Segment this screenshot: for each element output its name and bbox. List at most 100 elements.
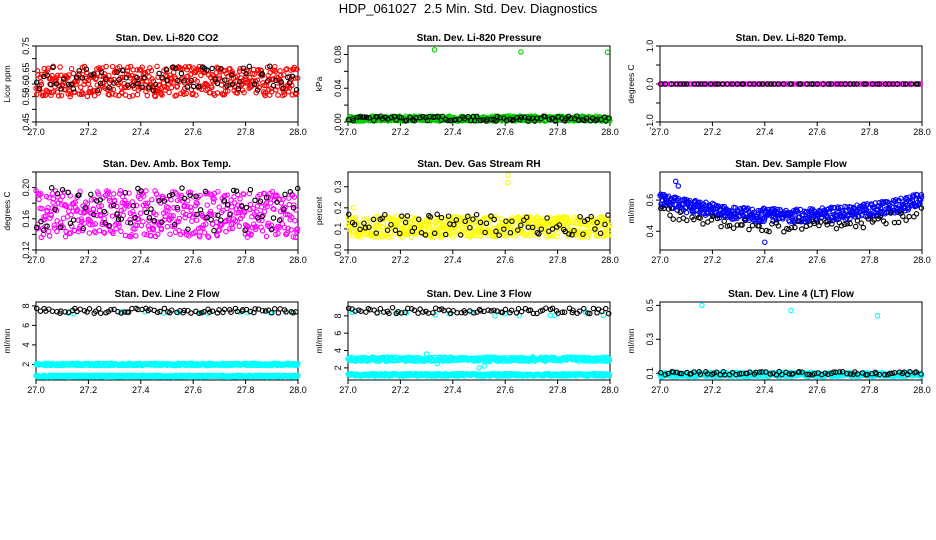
x-tick-label: 27.2 [392, 385, 410, 395]
data-point [145, 223, 152, 229]
data-point [357, 226, 363, 233]
data-point [167, 231, 173, 237]
data-point [385, 234, 392, 241]
data-point [170, 80, 176, 86]
x-tick-label: 27.2 [392, 127, 410, 137]
data-point [847, 81, 853, 87]
data-point [259, 213, 265, 220]
data-point [280, 72, 287, 78]
data-point [161, 305, 168, 312]
x-tick-label: 27.6 [496, 255, 514, 265]
data-point [880, 81, 886, 87]
data-point [683, 81, 690, 87]
data-point [33, 79, 40, 86]
data-point [691, 81, 698, 87]
data-point [116, 63, 123, 70]
data-point [229, 225, 236, 232]
data-point [463, 221, 469, 227]
data-point [598, 217, 605, 224]
x-tick-label: 27.4 [132, 255, 150, 265]
data-point [259, 228, 266, 234]
y-axis-label: Licor ppm [2, 65, 12, 102]
data-point [762, 239, 768, 245]
data-point [87, 221, 93, 228]
data-point [471, 118, 478, 124]
data-point [117, 188, 124, 194]
data-point [423, 351, 430, 357]
data-point [351, 221, 358, 228]
data-point [847, 220, 853, 227]
points-group [345, 172, 613, 241]
data-point [283, 309, 289, 315]
data-point [125, 309, 132, 316]
data-point [661, 191, 667, 198]
data-point [187, 72, 194, 78]
data-point [361, 220, 367, 226]
data-point [261, 190, 268, 197]
data-point [913, 211, 920, 217]
data-point [169, 307, 175, 313]
data-point [139, 84, 145, 90]
data-point [123, 74, 129, 81]
data-point [762, 81, 769, 87]
data-point [352, 214, 359, 221]
data-point [465, 213, 471, 220]
data-point [223, 228, 229, 235]
data-point [106, 84, 112, 91]
data-point [505, 179, 511, 186]
data-point [133, 202, 140, 209]
data-point [92, 221, 98, 227]
x-tick-label: 27.6 [496, 385, 514, 395]
data-point [724, 81, 730, 87]
data-point [281, 224, 288, 231]
data-point [374, 114, 380, 120]
data-point [80, 225, 86, 232]
data-point [154, 63, 160, 70]
data-point [756, 223, 762, 229]
data-point [152, 188, 158, 194]
data-point [259, 307, 266, 314]
data-point [562, 228, 568, 235]
data-point [730, 225, 737, 231]
data-point [571, 214, 578, 220]
data-point [575, 117, 582, 124]
data-point [828, 204, 834, 211]
data-point [201, 214, 207, 221]
data-point [515, 227, 521, 233]
data-point [554, 230, 561, 236]
data-point [244, 223, 250, 229]
data-point [790, 213, 796, 220]
data-point [130, 208, 136, 215]
data-point [399, 213, 405, 219]
data-point [221, 197, 228, 204]
data-point [137, 210, 144, 217]
data-point [700, 221, 706, 227]
data-point [159, 92, 165, 98]
data-point [445, 117, 451, 124]
data-point [164, 223, 171, 230]
y-tick-label: 0.2 [333, 202, 343, 215]
data-point [826, 81, 832, 87]
data-point [174, 197, 181, 203]
data-point [607, 222, 613, 229]
y-tick-label: -1.0 [645, 114, 655, 130]
data-point [584, 216, 591, 223]
data-point [215, 188, 221, 195]
data-point [272, 63, 278, 70]
data-point [151, 92, 158, 99]
data-point [426, 221, 433, 228]
data-point [852, 223, 859, 230]
y-tick-label: 4 [21, 342, 31, 347]
data-point [413, 115, 419, 121]
data-point [713, 81, 719, 87]
data-point [230, 187, 237, 194]
data-point [224, 83, 230, 89]
data-point [691, 208, 697, 214]
data-point [59, 187, 66, 193]
data-point [552, 118, 558, 124]
data-point [670, 216, 676, 222]
data-point [201, 229, 208, 236]
data-point [662, 81, 668, 87]
y-axis-label: ml/min [626, 198, 636, 223]
